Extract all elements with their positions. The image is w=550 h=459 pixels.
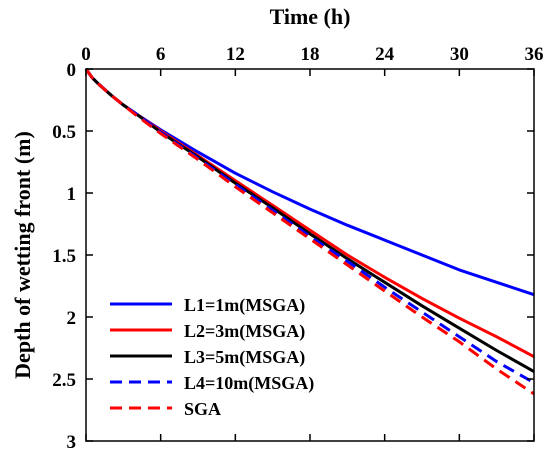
series-line-2 <box>84 68 535 359</box>
legend-label-5: SGA <box>184 399 221 419</box>
x-tick-label: 0 <box>81 44 91 65</box>
y-tick-label: 0.5 <box>52 122 76 143</box>
x-tick-label: 6 <box>156 44 166 65</box>
series-line-4 <box>84 68 535 385</box>
legend-label-3: L3=5m(MSGA) <box>184 347 305 368</box>
legend-label-2: L2=3m(MSGA) <box>184 321 305 342</box>
y-ticks: 0 0.5 1 1.5 2 2.5 3 <box>52 60 534 453</box>
series-line-5 <box>84 68 535 396</box>
y-tick-label: 1 <box>67 184 77 205</box>
legend: L1=1m(MSGA) L2=3m(MSGA) L3=5m(MSGA) L4=10m(… <box>110 295 314 419</box>
series-line-3 <box>84 68 535 373</box>
y-tick-label: 1.5 <box>52 246 76 267</box>
x-tick-label: 12 <box>226 44 245 65</box>
y-tick-label: 3 <box>67 432 77 453</box>
x-tick-label: 30 <box>450 44 469 65</box>
series-line-1 <box>84 68 535 297</box>
x-axis-label: Time (h) <box>270 4 351 29</box>
x-tick-label: 36 <box>525 44 544 65</box>
x-tick-label: 24 <box>375 44 395 65</box>
y-tick-label: 2.5 <box>52 370 76 391</box>
legend-label-1: L1=1m(MSGA) <box>184 295 305 316</box>
y-tick-label: 2 <box>67 308 77 329</box>
x-tick-label: 18 <box>301 44 320 65</box>
y-axis-label: Depth of wetting front (m) <box>10 131 35 379</box>
x-ticks: 0 6 12 18 24 30 36 <box>81 44 544 441</box>
y-tick-label: 0 <box>67 60 77 81</box>
legend-label-4: L4=10m(MSGA) <box>184 373 314 394</box>
